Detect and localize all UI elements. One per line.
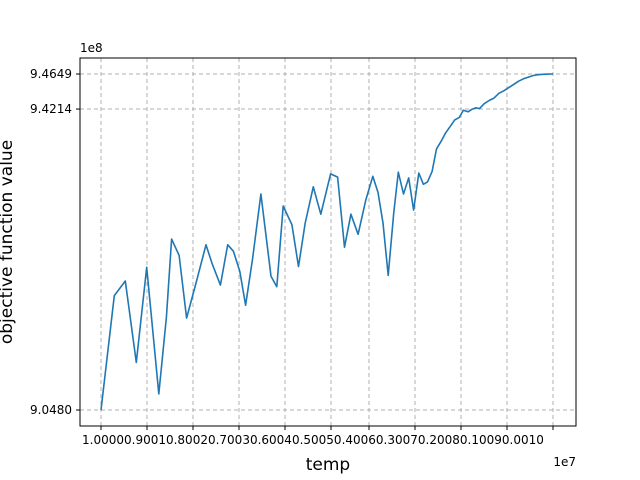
y-tick-label: 9.4214 <box>30 102 72 116</box>
axes-frame <box>79 57 577 427</box>
y-axis-label: objective function value <box>0 140 17 344</box>
series-line <box>100 73 554 411</box>
y-tick-label: 9.0480 <box>30 403 72 417</box>
y-offset-label: 1e8 <box>80 41 103 55</box>
x-axis-label: temp <box>306 455 350 475</box>
y-axis-ticks: 9.0480 9.4214 9.4649 <box>30 67 80 417</box>
x-axis-ticks: 1.00000.90010.80020.70030.60040.50050.40… <box>82 426 554 447</box>
x-tick-labels: 1.00000.90010.80020.70030.60040.50050.40… <box>82 433 544 447</box>
y-tick-label: 9.4649 <box>30 67 72 81</box>
plot-area <box>100 73 554 411</box>
grid-lines <box>80 58 576 426</box>
x-offset-label: 1e7 <box>553 455 576 469</box>
